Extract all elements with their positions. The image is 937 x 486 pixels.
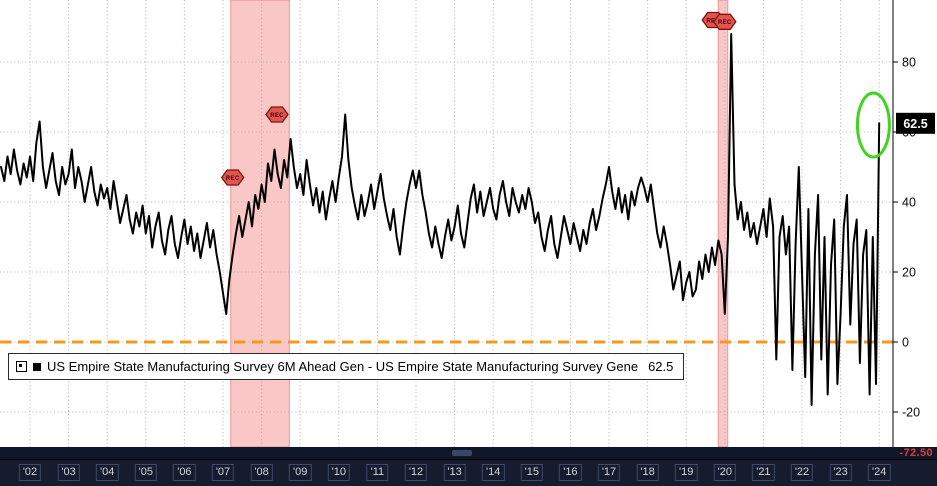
x-axis-year-label: '05	[134, 464, 157, 481]
rec-badge-label: REC	[270, 113, 284, 119]
y-axis-label: 80	[902, 56, 916, 70]
series-swatch-icon	[33, 362, 41, 371]
legend-box[interactable]: US Empire State Manufacturing Survey 6M …	[8, 353, 685, 380]
x-axis-year-label: '15	[520, 464, 543, 481]
rec-badge-icon	[712, 13, 737, 30]
tracker-icon	[16, 361, 27, 372]
recession-band	[717, 0, 729, 447]
rec-badge-label: REC	[718, 20, 732, 26]
rec-badge-label: REC	[706, 18, 720, 24]
x-axis-year-label: '14	[482, 464, 505, 481]
x-axis-year-label: '11	[366, 464, 389, 481]
bottom-scrollbar[interactable]: -72.50	[0, 447, 937, 459]
x-axis-year-label: '07	[211, 464, 235, 481]
y-axis-label: 40	[902, 196, 916, 210]
x-axis-year-label: '21	[752, 464, 775, 481]
legend-label: US Empire State Manufacturing Survey 6M …	[47, 359, 639, 374]
last-value-callout	[896, 112, 935, 134]
x-axis-year-label: '04	[96, 464, 119, 481]
x-axis-year-label: '02	[18, 464, 42, 481]
x-axis-year-label: '08	[250, 464, 273, 481]
highlight-ellipse	[855, 91, 891, 159]
x-axis: '02 '03 '04 '05 '06 '07 '08 '09 '10 '11 '12 '13 '14 '…	[0, 459, 937, 486]
y-axis-label: -20	[902, 406, 920, 420]
x-axis-year-label: '10	[327, 464, 350, 481]
legend-value: 62.5	[648, 359, 674, 374]
x-axis-year-label: '17	[597, 464, 621, 481]
x-axis-year-label: '18	[636, 464, 659, 481]
x-axis-year-label: '09	[289, 464, 312, 481]
x-axis-year-label: '13	[443, 464, 466, 481]
x-axis-year-label: '03	[57, 464, 80, 481]
x-axis-year-label: '12	[404, 464, 428, 481]
rec-badge-icon	[220, 169, 245, 186]
scroll-red-value: -72.50	[899, 447, 933, 459]
x-axis-year-label: '22	[790, 464, 814, 481]
rec-badge-icon	[265, 106, 289, 123]
rec-badge-label: REC	[226, 176, 240, 182]
scrollbar-thumb[interactable]	[452, 450, 472, 456]
y-axis-label: 0	[902, 336, 909, 350]
last-value-callout-text: 62.5	[903, 117, 927, 131]
series-line	[0, 33, 881, 406]
x-axis-year-label: '23	[829, 464, 852, 481]
x-axis-year-label: '16	[559, 464, 582, 481]
y-axis-label: 20	[902, 266, 916, 280]
x-axis-year-label: '06	[173, 464, 196, 481]
x-axis-year-label: '24	[868, 464, 891, 481]
x-axis-year-label: '20	[713, 464, 736, 481]
x-axis-year-label: '19	[675, 464, 698, 481]
